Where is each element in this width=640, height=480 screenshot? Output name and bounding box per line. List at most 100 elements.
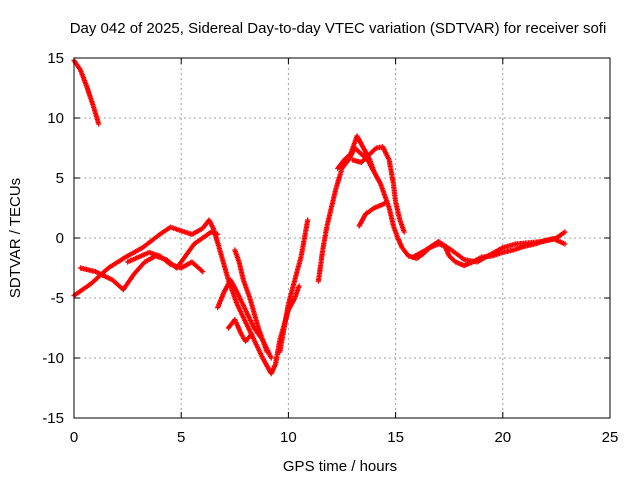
sample-markers xyxy=(158,225,172,237)
sample-markers xyxy=(277,327,287,353)
sample-markers xyxy=(121,272,136,291)
sample-markers xyxy=(393,200,403,222)
x-tick-label: 0 xyxy=(70,429,78,446)
sample-markers xyxy=(286,278,297,306)
data-point xyxy=(401,229,407,235)
sample-markers xyxy=(137,250,151,260)
sample-markers xyxy=(386,159,396,185)
x-axis-label: GPS time / hours xyxy=(283,458,397,475)
sample-markers xyxy=(183,242,196,258)
sample-markers xyxy=(190,260,204,274)
data-point xyxy=(249,331,255,337)
sample-markers xyxy=(79,265,97,274)
y-tick-label: 10 xyxy=(47,110,64,127)
sample-markers xyxy=(375,144,384,151)
sample-markers xyxy=(397,218,407,234)
sample-markers xyxy=(141,232,162,250)
series-arc-13 xyxy=(410,236,568,265)
sample-markers xyxy=(359,152,372,164)
data-points xyxy=(71,57,568,377)
series-arc-4 xyxy=(125,249,206,275)
sample-markers xyxy=(235,302,248,324)
sample-markers xyxy=(192,236,204,246)
sample-markers xyxy=(368,146,378,156)
sample-markers xyxy=(324,206,334,228)
sample-markers xyxy=(303,218,310,234)
sample-markers xyxy=(372,170,383,186)
chart-title: Day 042 of 2025, Sidereal Day-to-day VTE… xyxy=(70,20,607,37)
x-tick-label: 5 xyxy=(177,429,185,446)
sample-markers xyxy=(292,254,304,282)
sample-markers xyxy=(132,260,147,276)
data-point xyxy=(200,269,206,275)
y-tick-label: -5 xyxy=(51,290,64,307)
sample-markers xyxy=(72,281,93,298)
sample-markers xyxy=(72,59,83,72)
y-tick-label: -10 xyxy=(42,350,64,367)
sample-markers xyxy=(241,278,252,300)
series-arc-2 xyxy=(71,217,302,377)
sample-markers xyxy=(316,249,326,283)
sample-markers xyxy=(320,225,330,251)
series-arc-1 xyxy=(71,57,102,127)
sample-markers xyxy=(210,230,219,237)
sample-markers xyxy=(217,248,231,282)
y-tick-label: 15 xyxy=(47,50,64,67)
sample-markers xyxy=(336,158,346,170)
sample-markers xyxy=(201,230,213,240)
sample-markers xyxy=(415,252,425,260)
sample-markers xyxy=(143,254,157,264)
data-point xyxy=(268,355,274,361)
sample-markers xyxy=(437,239,453,252)
sample-markers xyxy=(107,255,127,270)
sample-markers xyxy=(450,248,466,262)
data-point xyxy=(371,169,377,175)
x-tick-label: 10 xyxy=(280,429,297,446)
sample-markers xyxy=(247,296,261,330)
sample-markers xyxy=(553,237,566,246)
x-tick-label: 15 xyxy=(387,429,404,446)
x-tick-label: 20 xyxy=(494,429,511,446)
sample-markers xyxy=(228,278,239,294)
sample-markers xyxy=(207,218,216,230)
sample-markers xyxy=(244,332,254,343)
sample-markers xyxy=(236,260,246,282)
sample-markers xyxy=(540,236,556,244)
sample-markers xyxy=(391,183,398,203)
axis-ticks: 0 5 10 15 20 25 -15 -10 -5 0 5 10 15 xyxy=(42,50,618,446)
sample-markers xyxy=(243,308,256,330)
sample-markers xyxy=(340,158,351,170)
sample-markers xyxy=(367,158,377,174)
sample-markers xyxy=(215,290,227,309)
sample-markers xyxy=(342,152,352,162)
y-tick-label: 5 xyxy=(56,170,64,187)
sample-markers xyxy=(256,326,269,354)
sample-markers xyxy=(329,188,338,210)
series-arc-10 xyxy=(335,133,377,175)
sample-markers xyxy=(475,253,492,264)
data-point xyxy=(215,231,221,237)
sample-markers xyxy=(298,231,308,257)
sample-markers xyxy=(357,212,368,228)
data-point xyxy=(296,283,302,289)
sample-markers xyxy=(381,200,389,207)
y-tick-label: -15 xyxy=(42,410,64,427)
data-point xyxy=(562,241,568,247)
sample-markers xyxy=(353,146,363,156)
sample-markers xyxy=(333,167,345,192)
sample-markers xyxy=(555,230,567,240)
sample-markers xyxy=(355,134,366,150)
sample-markers xyxy=(252,338,265,360)
series-arc-8 xyxy=(277,217,311,355)
sample-markers xyxy=(235,290,248,312)
series-arc-12 xyxy=(356,199,390,229)
sample-markers xyxy=(84,85,96,108)
series-arc-3 xyxy=(77,229,221,293)
sample-markers xyxy=(260,356,274,375)
sample-markers xyxy=(411,248,427,259)
sample-markers xyxy=(273,339,283,365)
sample-markers xyxy=(91,104,101,126)
sample-markers xyxy=(126,255,140,264)
data-point xyxy=(96,121,102,127)
